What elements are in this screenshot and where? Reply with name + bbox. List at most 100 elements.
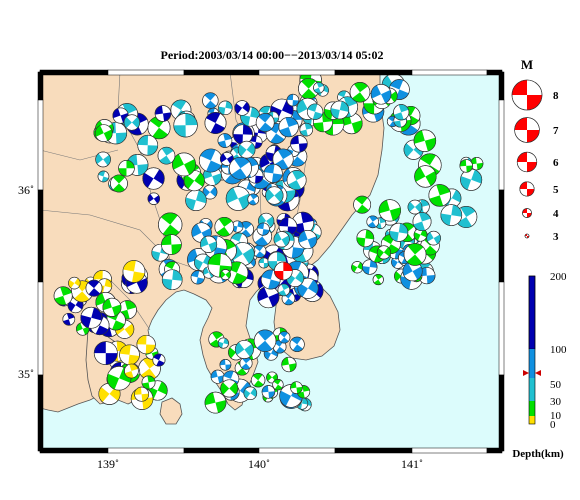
earthquake-event <box>219 269 231 281</box>
earthquake-event <box>102 297 122 317</box>
earthquake-event <box>202 92 219 109</box>
earthquake-event <box>94 124 113 142</box>
earthquake-event <box>261 385 276 399</box>
earthquake-event <box>85 279 103 297</box>
earthquake-event <box>253 329 277 352</box>
frame-bar-top <box>183 69 260 76</box>
magnitude-legend-label-6: 6 <box>553 157 559 169</box>
earthquake-event <box>263 163 283 183</box>
earthquake-event <box>257 286 280 309</box>
earthquake-event <box>278 331 291 344</box>
frame-bar-right <box>498 281 505 376</box>
earthquake-event <box>217 337 229 349</box>
earthquake-event <box>393 104 410 121</box>
earthquake-event <box>366 215 380 229</box>
earthquake-event <box>220 379 239 398</box>
earthquake-event <box>204 391 227 414</box>
earthquake-event <box>255 113 275 132</box>
earthquake-event <box>281 356 297 373</box>
colorbar-label-30: 30 <box>550 396 562 408</box>
x-tick-label-141: 141˚ <box>401 457 423 471</box>
magnitude-legend-label-3: 3 <box>553 231 559 243</box>
earthquake-event <box>232 124 253 145</box>
earthquake-event <box>253 244 267 258</box>
earthquake-event <box>228 156 252 180</box>
earthquake-event <box>219 151 234 166</box>
frame-bar-top <box>258 69 336 76</box>
earthquake-event <box>402 261 423 282</box>
earthquake-event <box>428 184 451 207</box>
magnitude-legend-title: M <box>521 57 533 72</box>
earthquake-event <box>256 222 270 236</box>
earthquake-event <box>136 334 156 355</box>
frame-bar-left <box>37 99 44 191</box>
earthquake-event <box>218 100 233 116</box>
earthquake-event <box>258 257 270 269</box>
earthquake-event <box>286 170 307 191</box>
earthquake-event <box>53 286 73 306</box>
colorbar-100-200 <box>528 275 536 350</box>
earthquake-event <box>378 199 401 222</box>
earthquake-event <box>313 82 325 94</box>
frame-bar-left <box>37 281 44 376</box>
earthquake-event <box>412 212 432 232</box>
frame-bar-bottom <box>411 447 488 454</box>
colorbar-label-50: 50 <box>550 379 562 391</box>
colorbar-axis-label: Depth(km) <box>512 448 564 460</box>
magnitude-legend-label-4: 4 <box>553 208 559 220</box>
earthquake-event <box>214 217 235 237</box>
earthquake-event <box>330 100 350 120</box>
earthquake-event <box>389 222 409 242</box>
magnitude-legend-ball-4 <box>522 208 532 218</box>
y-tick-label-36: 36˚ <box>18 183 34 197</box>
earthquake-event <box>440 204 463 226</box>
earthquake-event <box>296 385 311 399</box>
earthquake-event <box>142 167 165 190</box>
map-area <box>40 72 502 451</box>
earthquake-event <box>152 353 166 367</box>
earthquake-event <box>413 227 428 242</box>
earthquake-event <box>95 151 111 168</box>
earthquake-event <box>157 146 176 165</box>
colorbar-label-200: 200 <box>550 271 567 283</box>
earthquake-event <box>239 356 253 370</box>
earthquake-event <box>234 100 250 116</box>
frame-bar-right <box>498 99 505 191</box>
earthquake-event <box>299 122 314 137</box>
earthquake-event <box>119 344 140 366</box>
colorbar-0-10 <box>529 416 535 424</box>
frame-bar-top <box>39 69 109 76</box>
earthquake-event <box>62 312 76 326</box>
earthquake-event <box>290 135 308 153</box>
earthquake-event <box>272 378 284 391</box>
island-oshima <box>159 397 183 425</box>
earthquake-event <box>161 269 183 291</box>
earthquake-event <box>272 148 294 170</box>
earthquake-event <box>141 375 156 390</box>
earthquake-event <box>158 212 183 237</box>
depth-colorbar: 200 100 50 30 10 0 Depth(km) <box>512 271 567 460</box>
earthquake-event <box>356 229 375 248</box>
frame-bar-left <box>37 71 44 101</box>
earthquake-event <box>93 341 118 366</box>
earthquake-event <box>161 234 182 255</box>
map-title: Period:2003/03/14 00:00−−2013/03/14 05:0… <box>161 48 384 62</box>
earthquake-event <box>200 235 218 253</box>
earthquake-event <box>225 186 251 211</box>
magnitude-legend-ball-8 <box>511 79 543 111</box>
magnitude-legend-label-7: 7 <box>553 125 559 137</box>
magnitude-legend-ball-7 <box>514 117 540 143</box>
earthquake-event <box>97 170 110 183</box>
magnitude-legend-label-8: 8 <box>553 90 559 102</box>
earthquake-event <box>173 113 198 138</box>
magnitude-legend-label-5: 5 <box>553 184 559 196</box>
magnitude-legend: M 8 7 6 5 4 3 <box>511 57 559 243</box>
frame-bar-bottom <box>258 447 336 454</box>
earthquake-event <box>376 245 391 260</box>
magnitude-legend-ball-6 <box>516 151 538 173</box>
colorbar-frame <box>528 275 536 425</box>
x-tick-label-139: 139˚ <box>97 457 119 471</box>
earthquake-event <box>137 134 159 156</box>
x-tick-label-140: 140˚ <box>248 457 270 471</box>
